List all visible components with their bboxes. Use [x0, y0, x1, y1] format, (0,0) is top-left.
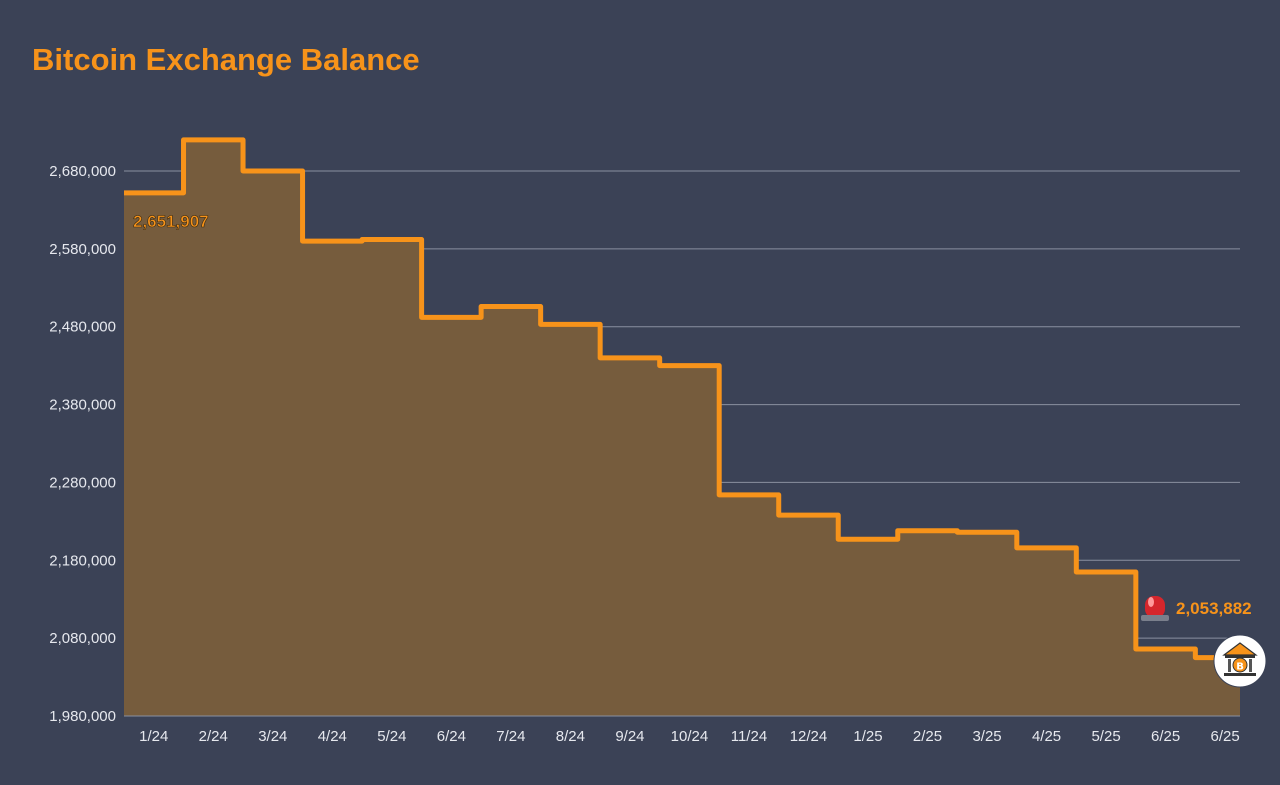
x-tick-label: 2/24 [199, 728, 228, 745]
x-tick-label: 7/24 [496, 728, 525, 745]
x-tick-label: 3/24 [258, 728, 287, 745]
y-tick-label: 2,680,000 [49, 163, 116, 180]
bitcoin-bank-icon: B [1213, 634, 1267, 688]
x-tick-label: 5/25 [1091, 728, 1120, 745]
siren-icon [1141, 596, 1169, 621]
x-tick-label: 4/25 [1032, 728, 1061, 745]
x-tick-label: 8/24 [556, 728, 585, 745]
y-tick-label: 2,280,000 [49, 474, 116, 491]
x-tick-label: 3/25 [972, 728, 1001, 745]
x-tick-label: 6/24 [437, 728, 466, 745]
x-tick-label: 12/24 [790, 728, 828, 745]
x-tick-label: 9/24 [615, 728, 644, 745]
y-tick-label: 2,380,000 [49, 397, 116, 414]
y-tick-label: 2,480,000 [49, 319, 116, 336]
x-tick-label: 2/25 [913, 728, 942, 745]
chart-title: Bitcoin Exchange Balance [32, 42, 420, 77]
balance-area-fill [124, 139, 1240, 716]
x-tick-label: 6/25 [1151, 728, 1180, 745]
x-tick-label: 1/24 [139, 728, 168, 745]
y-tick-label: 1,980,000 [49, 708, 116, 725]
balance-step-line [124, 137, 1216, 661]
first-value-label: 2,651,907 [133, 212, 209, 231]
y-tick-label: 2,080,000 [49, 630, 116, 647]
svg-text:B: B [1236, 662, 1244, 673]
x-tick-label: 5/24 [377, 728, 406, 745]
x-tick-label: 10/24 [671, 728, 709, 745]
x-tick-label: 11/24 [731, 728, 767, 745]
x-tick-label: 4/24 [318, 728, 347, 745]
x-tick-label: 1/25 [853, 728, 882, 745]
last-value-label: 2,053,882 [1176, 599, 1252, 618]
y-tick-label: 2,180,000 [49, 552, 116, 569]
y-tick-label: 2,580,000 [49, 241, 116, 258]
x-tick-label: 6/25 [1211, 728, 1240, 745]
